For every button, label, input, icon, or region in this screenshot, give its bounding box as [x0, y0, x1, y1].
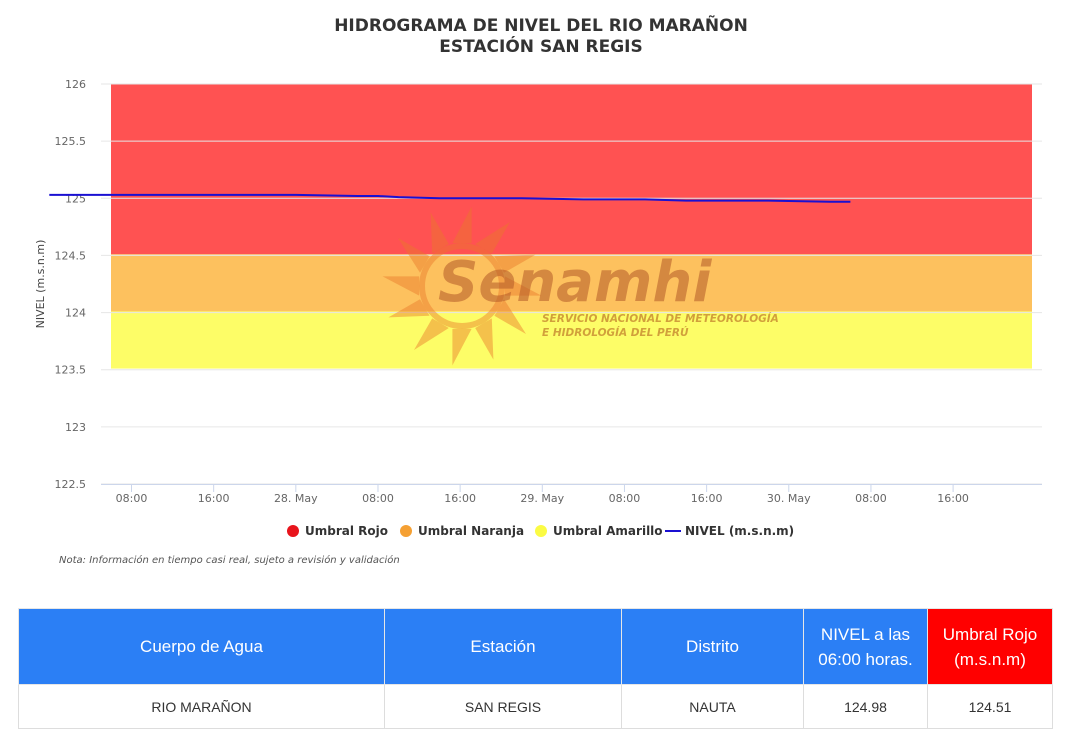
x-tick-label: 08:00: [855, 492, 887, 505]
y-axis-label: NIVEL (m.s.n.m): [34, 240, 47, 329]
header-nivel-0600: NIVEL a las 06:00 horas.: [803, 608, 928, 685]
sun-ray: [382, 276, 420, 296]
watermark-name: Senamhi: [438, 250, 712, 315]
y-tick-label: 125.5: [55, 135, 87, 148]
threshold-band-2: [111, 311, 1032, 369]
sun-ray: [504, 276, 542, 296]
x-tick-label: 08:00: [362, 492, 394, 505]
legend-item-label: NIVEL (m.s.n.m): [685, 524, 794, 538]
watermark-line1: SERVICIO NACIONAL DE METEOROLOGÍA: [542, 312, 779, 325]
disclaimer-note: Nota: Información en tiempo casi real, s…: [59, 555, 400, 566]
hydrograph-chart: Senamhi SERVICIO NACIONAL DE METEOROLOGÍ…: [34, 78, 1042, 538]
x-tick-label: 08:00: [609, 492, 641, 505]
watermark-line2: E HIDROLOGÍA DEL PERÚ: [542, 326, 689, 339]
x-tick-label: 29. May: [520, 492, 564, 505]
y-tick-label: 126: [65, 78, 86, 91]
header-distrito: Distrito: [621, 608, 804, 685]
sun-ring: [419, 243, 505, 329]
sun-ray: [494, 299, 526, 334]
cell-nivel: 124.98: [803, 684, 928, 729]
senamhi-sun-logo: [382, 206, 542, 366]
cell-estacion: SAN REGIS: [384, 684, 622, 729]
chart-title-block: HIDROGRAMA DE NIVEL DEL RIO MARAÑON ESTA…: [0, 16, 1082, 58]
legend-item-label: Umbral Amarillo: [553, 524, 663, 538]
x-tick-label: 16:00: [444, 492, 476, 505]
sun-ray: [398, 238, 430, 273]
cell-umbral-rojo: 124.51: [927, 684, 1053, 729]
y-tick-label: 122.5: [55, 478, 87, 491]
sun-ray: [452, 328, 472, 366]
legend-item-label: Umbral Naranja: [418, 524, 524, 538]
y-tick-label: 124: [65, 307, 86, 320]
series-layer: [49, 193, 851, 203]
x-tick-label: 16:00: [937, 492, 969, 505]
sun-ray: [452, 206, 472, 244]
sun-ray: [430, 212, 449, 254]
x-tick-label: 30. May: [767, 492, 811, 505]
x-tick-label: 16:00: [198, 492, 230, 505]
sun-ray: [414, 318, 449, 350]
header-estacion: Estación: [384, 608, 622, 685]
sun-ray: [475, 222, 510, 254]
station-table: Cuerpo de Agua Estación Distrito NIVEL a…: [18, 608, 1053, 729]
legend-swatch: [535, 525, 547, 537]
sun-ray: [494, 254, 536, 273]
threshold-band-0: [111, 84, 1032, 255]
threshold-band-1: [111, 254, 1032, 312]
chart-title: HIDROGRAMA DE NIVEL DEL RIO MARAÑON: [334, 16, 748, 36]
sun-ray: [388, 299, 430, 318]
chart-subtitle: ESTACIÓN SAN REGIS: [439, 37, 643, 57]
table-header-row: Cuerpo de Agua Estación Distrito NIVEL a…: [18, 608, 1053, 685]
x-tick-label: 08:00: [116, 492, 148, 505]
threshold-bands: [111, 84, 1032, 369]
header-umbral-rojo: Umbral Rojo (m.s.n.m): [927, 608, 1053, 685]
x-tick-label: 28. May: [274, 492, 318, 505]
y-tick-label: 124.5: [55, 249, 87, 262]
sun-ray: [475, 318, 494, 360]
header-cuerpo-de-agua: Cuerpo de Agua: [18, 608, 385, 685]
x-tick-label: 16:00: [691, 492, 723, 505]
cell-distrito: NAUTA: [621, 684, 804, 729]
senamhi-watermark: Senamhi SERVICIO NACIONAL DE METEOROLOGÍ…: [382, 206, 779, 366]
cell-cuerpo-de-agua: RIO MARAÑON: [18, 684, 385, 729]
nivel-series-line: [49, 193, 851, 203]
chart-legend: Umbral Rojo Umbral Naranja Umbral Amarillo…: [287, 524, 794, 538]
table-row: RIO MARAÑON SAN REGIS NAUTA 124.98 124.5…: [18, 684, 1053, 729]
legend-swatch: [400, 525, 412, 537]
y-tick-label: 123: [65, 421, 86, 434]
y-tick-label: 123.5: [55, 364, 87, 377]
legend-item-label: Umbral Rojo: [305, 524, 388, 538]
legend-swatch: [287, 525, 299, 537]
